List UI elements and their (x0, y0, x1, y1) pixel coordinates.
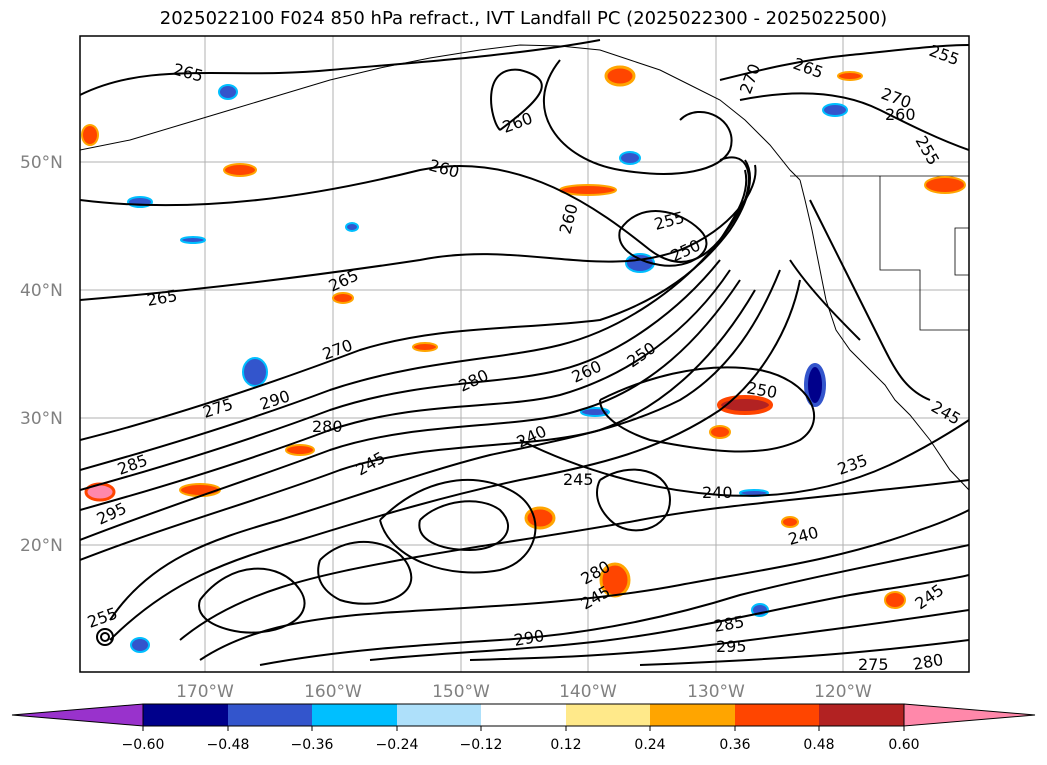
anomaly-positive-blob (837, 71, 863, 81)
contour-label: 295 (716, 637, 747, 656)
colorbar-segment (312, 704, 397, 726)
colorbar-tick-label: −0.48 (207, 737, 250, 753)
anomaly-negative-blob (218, 84, 238, 100)
contour-label: 280 (312, 417, 343, 436)
lon-label: 130°W (687, 682, 745, 702)
lon-label: 150°W (432, 682, 490, 702)
colorbar-segment (481, 704, 566, 726)
colorbar-segment (735, 704, 819, 726)
lon-label: 120°W (814, 682, 872, 702)
anomaly-positive-blob (332, 292, 354, 304)
colorbar-tick-label: 0.12 (550, 737, 581, 753)
contour-label: 240 (702, 483, 733, 502)
map-title: 2025022100 F024 850 hPa refract., IVT La… (159, 8, 888, 29)
anomaly-negative-blob (242, 357, 268, 387)
lat-label: 40°N (20, 281, 63, 301)
colorbar: −0.60 −0.48 −0.36 −0.24 −0.12 0.12 0.24 … (11, 703, 1036, 753)
colorbar-extend-high (903, 703, 1036, 727)
anomaly-negative-blob (130, 637, 150, 653)
anomaly-negative-blob (619, 151, 641, 165)
colorbar-tick-label: 0.60 (888, 737, 919, 753)
colorbar-outline (142, 703, 905, 727)
lon-label: 160°W (304, 682, 362, 702)
colorbar-segment (650, 704, 735, 726)
gridlines (80, 36, 969, 672)
anomaly-positive-blob (285, 444, 315, 456)
anomaly-positive-blob (604, 65, 636, 87)
colorbar-segment (143, 704, 228, 726)
anomaly-negative-blob (822, 103, 848, 117)
colorbar-segment (566, 704, 650, 726)
colorbar-extend-low (11, 703, 144, 727)
lon-label: 170°W (176, 682, 234, 702)
anomaly-negative-blob (345, 222, 359, 232)
colorbar-tick-label: −0.36 (291, 737, 334, 753)
anomaly-positive-blob (179, 483, 221, 497)
lat-label: 20°N (20, 536, 63, 556)
anomaly-positive-blob (924, 176, 966, 194)
colorbar-tick-label: −0.12 (460, 737, 503, 753)
colorbar-segment (819, 704, 904, 726)
anomaly-positive-blob (412, 342, 438, 352)
map-frame (79, 35, 970, 673)
coastlines (80, 44, 969, 491)
longitude-labels: 170°W 160°W 150°W 140°W 130°W 120°W (176, 682, 872, 702)
anomaly-positive-blob (884, 591, 906, 609)
anomaly-positive-blob (223, 163, 257, 177)
map-plot-area (80, 36, 969, 672)
refractivity-contours (80, 39, 969, 666)
lat-label: 30°N (20, 409, 63, 429)
colorbar-ticks (142, 726, 905, 731)
colorbar-tick-label: 0.48 (803, 737, 834, 753)
anomaly-positive-blob (709, 425, 731, 439)
lat-label: 50°N (20, 153, 63, 173)
colorbar-segment (228, 704, 312, 726)
colorbar-tick-label: 0.24 (634, 737, 665, 753)
anomaly-positive-blob (524, 506, 556, 530)
anomaly-negative-blob (180, 236, 206, 244)
lon-label: 140°W (559, 682, 617, 702)
colorbar-tick-label: −0.24 (376, 737, 419, 753)
anomaly-positive-blob (81, 124, 99, 146)
contour-label: 260 (885, 105, 916, 124)
contour-label: 245 (563, 470, 594, 489)
anomaly-positive-blob (781, 516, 799, 528)
anomaly-negative-blob (804, 363, 826, 407)
contour-label: 275 (858, 655, 889, 674)
latitude-labels: 50°N 40°N 30°N 20°N (20, 153, 63, 556)
colorbar-tick-label: −0.60 (122, 737, 165, 753)
colorbar-segment (397, 704, 481, 726)
colorbar-tick-label: 0.36 (719, 737, 750, 753)
